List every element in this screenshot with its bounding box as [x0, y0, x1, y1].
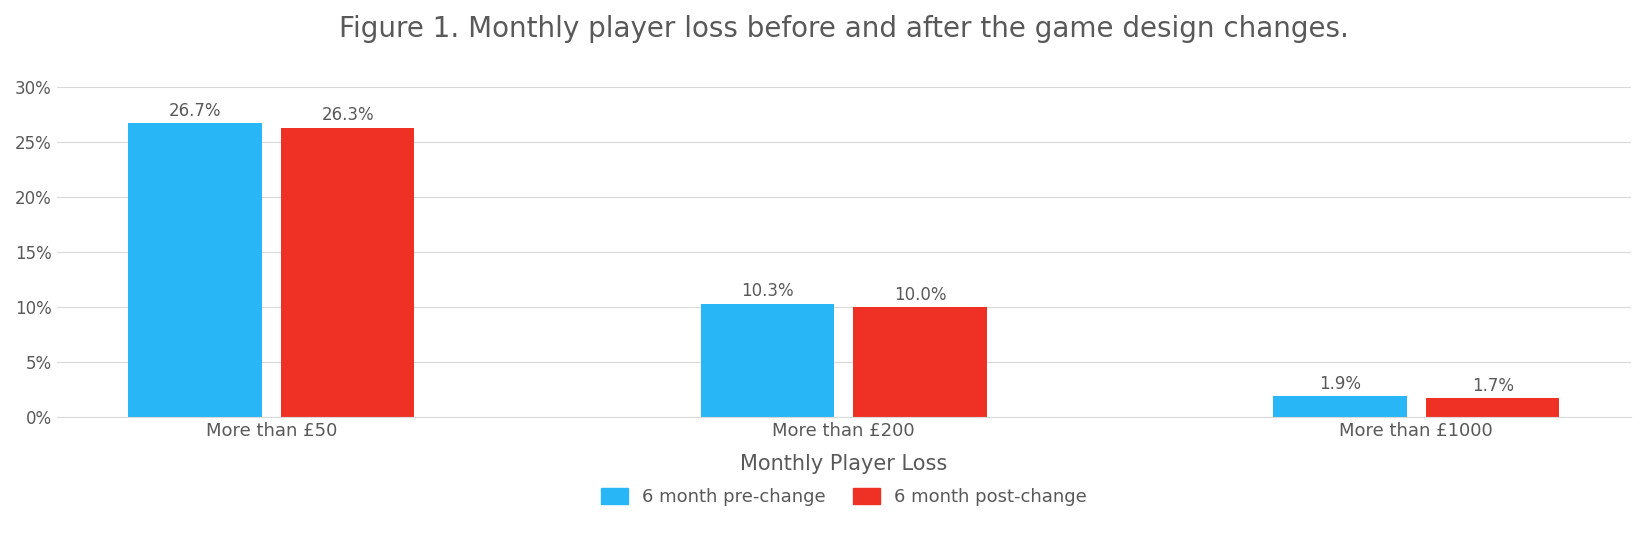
Text: 1.7%: 1.7%	[1472, 377, 1514, 395]
Bar	[281, 128, 415, 417]
Text: 26.7%: 26.7%	[170, 102, 221, 120]
Bar	[1274, 396, 1407, 417]
Title: Figure 1. Monthly player loss before and after the game design changes.: Figure 1. Monthly player loss before and…	[339, 15, 1348, 43]
Bar	[1425, 398, 1559, 417]
Bar	[701, 304, 835, 417]
Text: 1.9%: 1.9%	[1318, 375, 1361, 393]
X-axis label: Monthly Player Loss: Monthly Player Loss	[741, 454, 948, 474]
Bar	[128, 123, 262, 417]
Bar	[853, 307, 988, 417]
Legend: 6 month pre-change, 6 month post-change: 6 month pre-change, 6 month post-change	[593, 481, 1095, 514]
Text: 10.3%: 10.3%	[741, 282, 793, 300]
Text: 10.0%: 10.0%	[894, 285, 946, 304]
Text: 26.3%: 26.3%	[321, 106, 374, 124]
